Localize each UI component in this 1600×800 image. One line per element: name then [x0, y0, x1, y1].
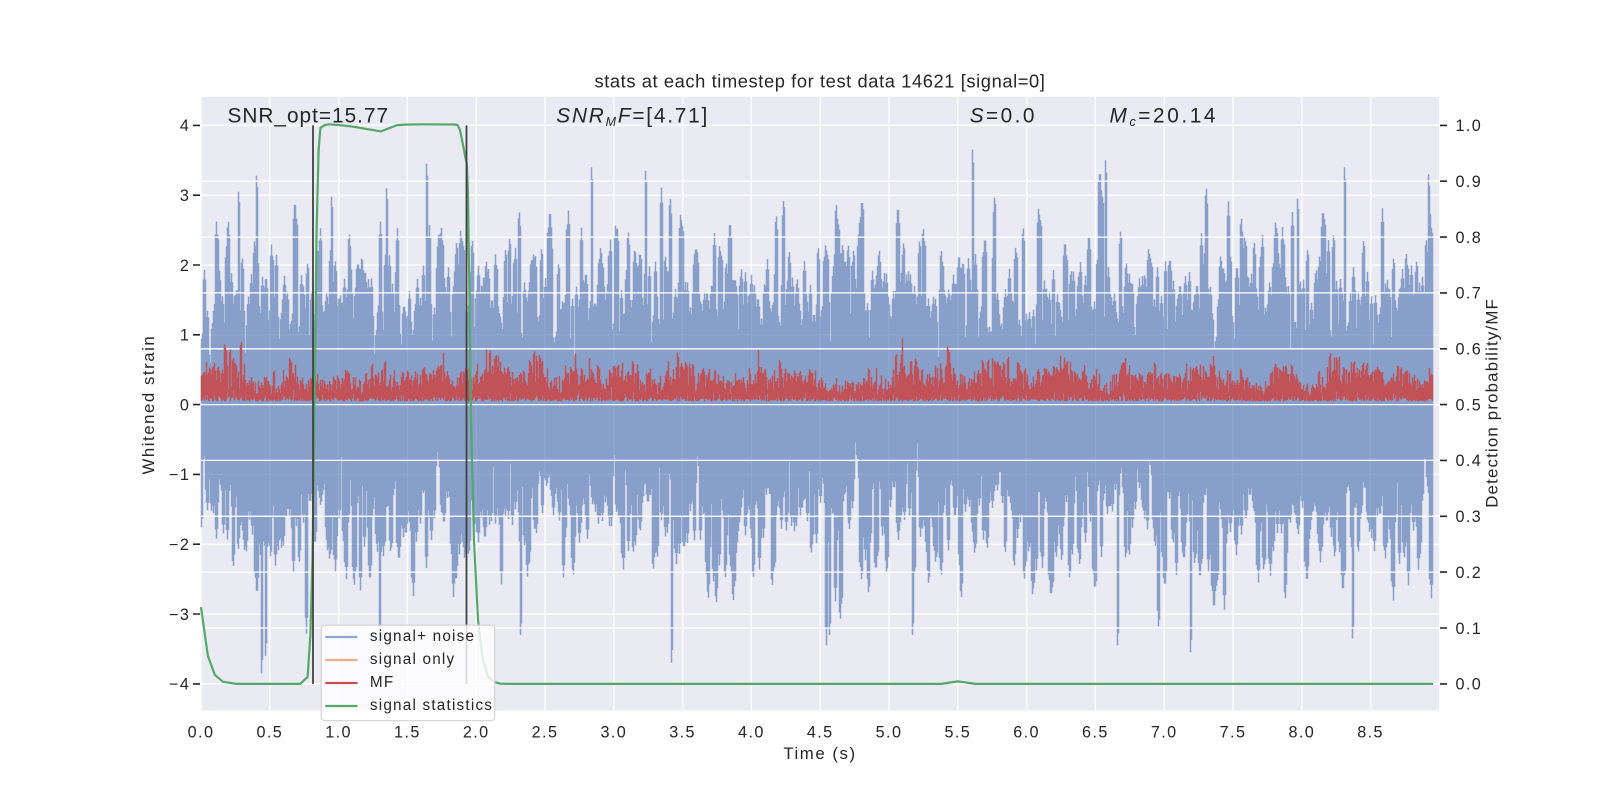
svg-text:0.7: 0.7: [1456, 285, 1483, 303]
svg-text:signal only: signal only: [370, 651, 455, 668]
svg-text:signal+ noise: signal+ noise: [370, 628, 475, 645]
svg-text:−2: −2: [169, 536, 190, 554]
svg-text:SNR_opt=15.77: SNR_opt=15.77: [228, 105, 390, 128]
svg-text:6.0: 6.0: [1013, 723, 1040, 741]
svg-text:3.5: 3.5: [669, 723, 696, 741]
svg-text:0.8: 0.8: [1456, 229, 1483, 247]
svg-text:1.0: 1.0: [325, 723, 352, 741]
svg-text:−3: −3: [169, 606, 190, 624]
svg-text:Whitened strain: Whitened strain: [139, 335, 158, 475]
svg-text:Time (s): Time (s): [783, 744, 856, 763]
svg-text:2: 2: [180, 257, 190, 275]
svg-text:8.0: 8.0: [1288, 723, 1315, 741]
svg-text:−4: −4: [169, 676, 190, 694]
svg-text:0.5: 0.5: [256, 723, 283, 741]
svg-text:6.5: 6.5: [1082, 723, 1109, 741]
svg-text:0.1: 0.1: [1456, 620, 1483, 638]
svg-text:Detection probability/MF: Detection probability/MF: [1483, 298, 1502, 508]
svg-text:MF: MF: [370, 674, 395, 691]
svg-text:signal statistics: signal statistics: [370, 697, 493, 714]
svg-text:2.5: 2.5: [532, 723, 559, 741]
svg-text:1: 1: [180, 327, 190, 345]
svg-text:8.5: 8.5: [1357, 723, 1384, 741]
svg-text:S=0.0: S=0.0: [970, 105, 1037, 128]
svg-text:stats at each timestep for tes: stats at each timestep for test data 146…: [594, 71, 1045, 92]
svg-text:0.6: 0.6: [1456, 341, 1483, 359]
svg-text:0.9: 0.9: [1456, 173, 1483, 191]
svg-text:5.0: 5.0: [876, 723, 903, 741]
svg-text:Mc=20.14: Mc=20.14: [1110, 105, 1219, 129]
svg-text:0: 0: [180, 396, 190, 414]
svg-text:1.5: 1.5: [394, 723, 421, 741]
svg-text:0.0: 0.0: [188, 723, 215, 741]
svg-text:0.2: 0.2: [1456, 564, 1483, 582]
svg-text:0.3: 0.3: [1456, 508, 1483, 526]
svg-text:4.5: 4.5: [807, 723, 834, 741]
svg-text:7.0: 7.0: [1151, 723, 1178, 741]
svg-text:2.0: 2.0: [463, 723, 490, 741]
svg-text:3.0: 3.0: [600, 723, 627, 741]
svg-text:4: 4: [180, 117, 190, 135]
svg-text:4.0: 4.0: [738, 723, 765, 741]
svg-text:−1: −1: [169, 466, 190, 484]
svg-text:0.4: 0.4: [1456, 452, 1483, 470]
svg-text:1.0: 1.0: [1456, 117, 1483, 135]
svg-text:0.5: 0.5: [1456, 396, 1483, 414]
svg-text:0.0: 0.0: [1456, 676, 1483, 694]
svg-text:3: 3: [180, 187, 190, 205]
svg-text:7.5: 7.5: [1220, 723, 1247, 741]
svg-text:5.5: 5.5: [944, 723, 971, 741]
svg-text:SNRMF=[4.71]: SNRMF=[4.71]: [556, 105, 709, 129]
